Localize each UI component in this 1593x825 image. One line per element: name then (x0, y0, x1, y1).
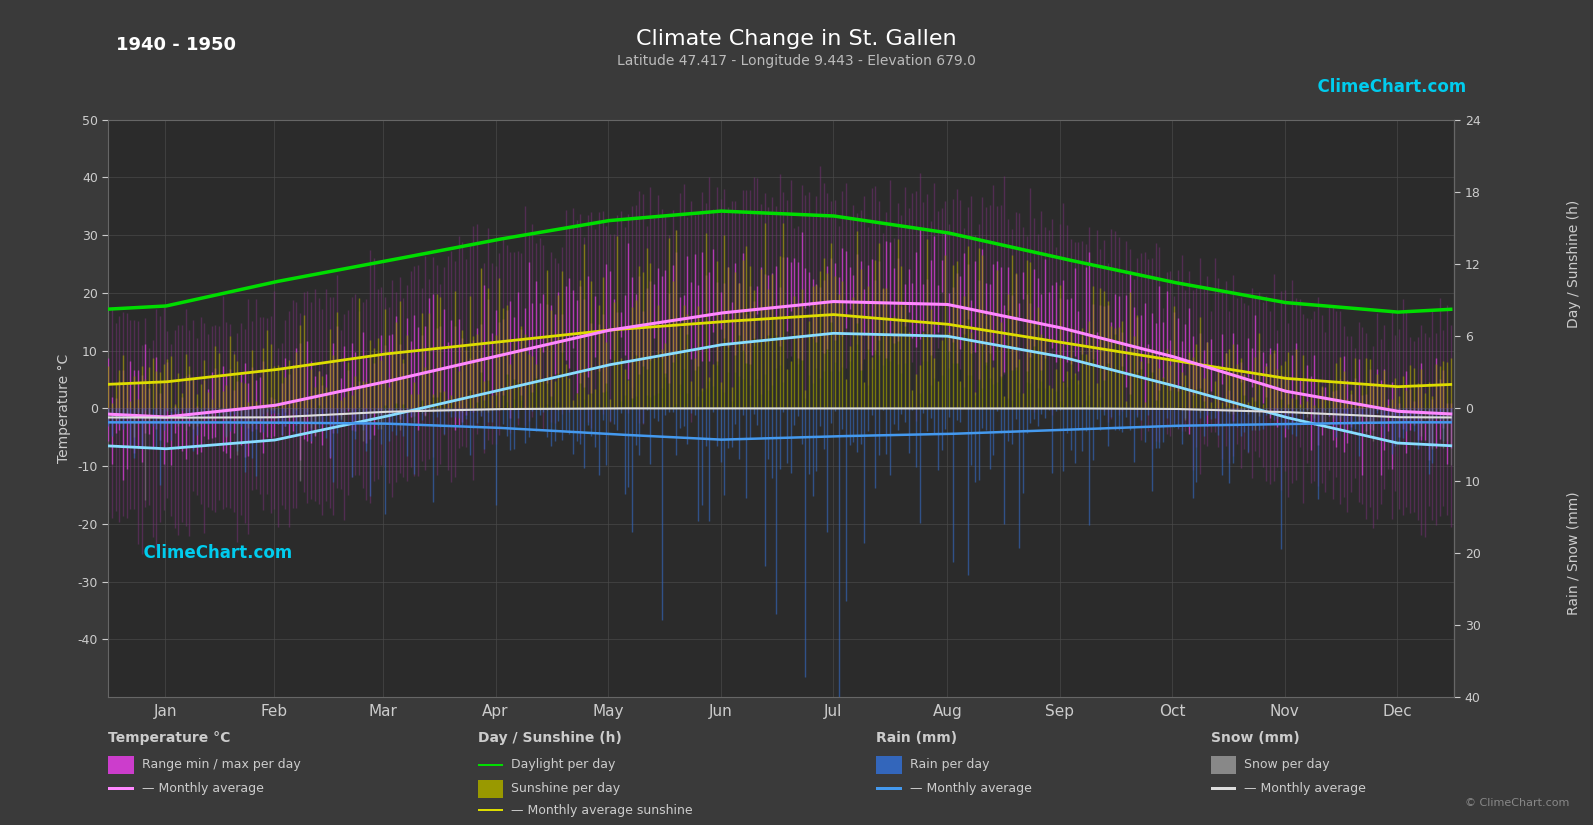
Text: Day / Sunshine (h): Day / Sunshine (h) (478, 732, 621, 745)
Text: Climate Change in St. Gallen: Climate Change in St. Gallen (636, 29, 957, 49)
Text: Range min / max per day: Range min / max per day (142, 758, 301, 771)
Text: — Monthly average: — Monthly average (910, 782, 1032, 795)
Text: Daylight per day: Daylight per day (511, 758, 616, 771)
Text: Latitude 47.417 - Longitude 9.443 - Elevation 679.0: Latitude 47.417 - Longitude 9.443 - Elev… (616, 54, 977, 68)
Text: Rain per day: Rain per day (910, 758, 989, 771)
Text: Day / Sunshine (h): Day / Sunshine (h) (1568, 200, 1580, 328)
Text: 1940 - 1950: 1940 - 1950 (116, 36, 236, 54)
Text: ClimeChart.com: ClimeChart.com (1306, 78, 1467, 96)
Text: ClimeChart.com: ClimeChart.com (132, 544, 293, 562)
Text: Rain / Snow (mm): Rain / Snow (mm) (1568, 491, 1580, 615)
Text: Temperature °C: Temperature °C (108, 732, 231, 745)
Text: Rain (mm): Rain (mm) (876, 732, 957, 745)
Text: Snow (mm): Snow (mm) (1211, 732, 1300, 745)
Text: — Monthly average: — Monthly average (142, 782, 264, 795)
Text: Snow per day: Snow per day (1244, 758, 1330, 771)
Text: © ClimeChart.com: © ClimeChart.com (1464, 799, 1569, 808)
Text: Sunshine per day: Sunshine per day (511, 782, 621, 795)
Text: — Monthly average sunshine: — Monthly average sunshine (511, 804, 693, 817)
Text: — Monthly average: — Monthly average (1244, 782, 1367, 795)
Y-axis label: Temperature °C: Temperature °C (57, 354, 70, 463)
